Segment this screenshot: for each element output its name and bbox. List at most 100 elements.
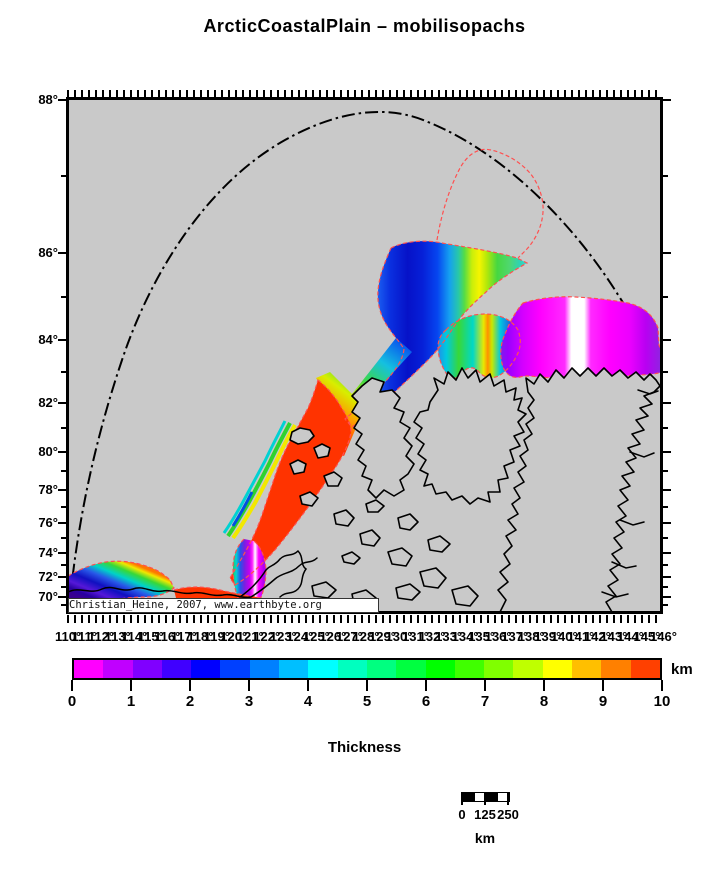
longitude-label: 113° <box>104 629 131 644</box>
lat-tick-left <box>58 552 67 554</box>
lat-tick-left <box>61 296 67 298</box>
lat-tick-right <box>662 552 671 554</box>
lat-tick-right <box>662 427 668 429</box>
longitude-label: 117° <box>170 629 197 644</box>
longitude-label: 137° <box>501 629 529 644</box>
lat-tick-left <box>58 252 67 254</box>
latitude-label: 86° <box>38 245 58 260</box>
small-island <box>311 581 337 599</box>
colorbar-tick <box>543 680 545 691</box>
colorbar-segment <box>454 660 485 678</box>
small-island <box>289 427 315 445</box>
scalebar-post <box>507 792 509 805</box>
colorbar-segment <box>103 660 133 678</box>
isopach-orange-region <box>230 380 351 585</box>
longitude-label: 140° <box>550 629 578 644</box>
longitude-label: 112° <box>88 629 115 644</box>
lat-tick-left <box>61 604 67 606</box>
lat-tick-left <box>61 427 67 429</box>
colorbar-segment <box>630 660 660 678</box>
colorbar-segment <box>425 660 455 678</box>
scalebar-label: 125 <box>474 807 496 822</box>
fjord-line <box>637 389 659 395</box>
longitude-label: 115° <box>137 629 164 644</box>
lat-tick-right <box>662 451 671 453</box>
colorbar-tick <box>484 680 486 691</box>
lat-tick-left <box>61 470 67 472</box>
map-scalebar <box>462 792 510 802</box>
longitude-label: 121° <box>236 629 264 644</box>
colorbar-segment <box>366 660 397 678</box>
lat-tick-left <box>58 596 67 598</box>
lat-tick-right <box>662 99 671 101</box>
colorbar-tick-label: 1 <box>126 693 136 710</box>
longitude-label: 120° <box>220 629 248 644</box>
lat-tick-left <box>58 99 67 101</box>
colorbar-segment <box>542 660 573 678</box>
longitude-label: 125° <box>302 629 330 644</box>
orange-edge-yellow-fringe <box>231 423 297 540</box>
colorbar-tick-label: 0 <box>67 693 77 710</box>
latitude-label: 70° <box>38 589 58 604</box>
small-island <box>395 583 421 601</box>
isopach-magenta-white-patch <box>233 539 266 600</box>
colorbar-segment <box>337 660 367 678</box>
coastline-details <box>67 389 659 599</box>
empty-isopach-loop-outline <box>436 148 544 259</box>
colorbar-segment <box>191 660 221 678</box>
greenland-landmass <box>497 367 661 613</box>
latitude-label: 76° <box>38 515 58 530</box>
latitude-label: 88° <box>38 92 58 107</box>
colorbar-segment <box>513 660 543 678</box>
isopach-southwest-rainbow-band <box>68 561 174 605</box>
colorbar-title: Thickness <box>327 739 402 756</box>
colorbar-tick-label: 2 <box>185 693 195 710</box>
colorbar-tick <box>130 680 132 691</box>
lat-tick-right <box>662 296 668 298</box>
longitude-label: 145° <box>633 629 661 644</box>
small-island <box>397 513 419 531</box>
longitude-label-band: 110° 111° 112° 113° 114° 115° 116° 117° 118° 119°… <box>55 629 677 647</box>
longitude-label: 141° <box>567 629 595 644</box>
lat-tick-left <box>61 506 67 508</box>
fjord-line <box>611 561 637 569</box>
lat-tick-right <box>662 537 668 539</box>
small-island <box>289 459 307 475</box>
scalebar-segment <box>486 793 498 801</box>
colorbar <box>72 658 662 680</box>
scalebar-segment <box>463 793 475 801</box>
colorbar-tick <box>189 680 191 691</box>
longitude-label: 144° <box>616 629 644 644</box>
small-island <box>365 499 385 513</box>
latitude-label: 78° <box>38 482 58 497</box>
lat-tick-right <box>662 596 671 598</box>
lat-tick-right <box>662 506 668 508</box>
longitude-label: 122° <box>253 629 281 644</box>
colorbar-tick-label: 8 <box>539 693 549 710</box>
lat-tick-left <box>61 371 67 373</box>
lat-tick-right <box>662 576 671 578</box>
fjord-line <box>629 451 655 458</box>
copyright-text: Christian_Heine, 2007, www.earthbyte.org <box>69 599 322 611</box>
bottom-axis-ticks <box>67 615 662 623</box>
colorbar-tick <box>248 680 250 691</box>
colorbar-segment <box>74 660 104 678</box>
longitude-label: 133° <box>435 629 463 644</box>
colorbar-unit-label: km <box>671 661 693 678</box>
longitude-label: 127° <box>335 629 363 644</box>
longitude-label: 131° <box>402 629 429 644</box>
scalebar-segment <box>474 793 486 801</box>
orange-edge-blue-fringe <box>231 491 254 527</box>
latitude-label: 82° <box>38 395 58 410</box>
colorbar-segment <box>308 660 338 678</box>
longitude-label: 134° <box>451 629 479 644</box>
coast-squiggle <box>239 549 308 598</box>
lat-tick-right <box>662 402 671 404</box>
lat-tick-left <box>61 564 67 566</box>
scalebar-post <box>484 792 486 805</box>
small-island <box>313 443 331 459</box>
longitude-label: 116° <box>154 629 181 644</box>
small-island <box>387 547 413 567</box>
colorbar-tick <box>71 680 73 691</box>
